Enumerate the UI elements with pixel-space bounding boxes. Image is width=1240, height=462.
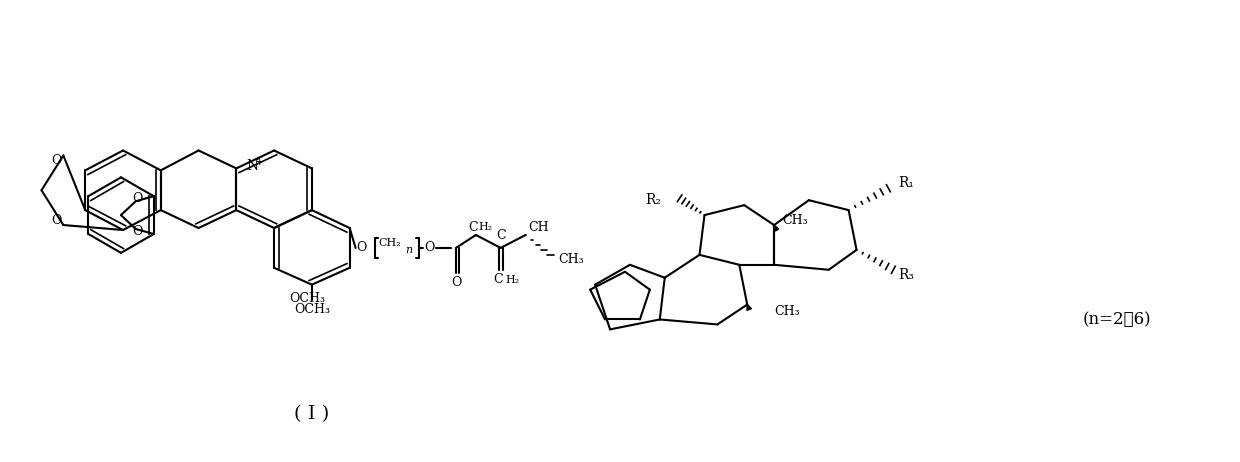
Polygon shape — [774, 225, 779, 231]
Text: n: n — [405, 245, 413, 255]
Text: CH₃: CH₃ — [782, 213, 807, 226]
Text: C: C — [494, 273, 502, 286]
Text: O: O — [133, 225, 143, 238]
Text: N: N — [247, 159, 258, 173]
Polygon shape — [746, 304, 751, 310]
Text: C: C — [467, 220, 477, 233]
Text: CH₂: CH₂ — [378, 238, 401, 248]
Text: C: C — [496, 230, 506, 243]
Text: O: O — [424, 242, 434, 255]
Text: OCH₃: OCH₃ — [294, 303, 330, 316]
Text: O: O — [51, 213, 61, 226]
Text: R₃: R₃ — [898, 268, 914, 282]
Text: O: O — [51, 154, 61, 167]
Text: +: + — [255, 158, 264, 167]
Text: H₂: H₂ — [479, 222, 494, 232]
Text: O: O — [133, 192, 143, 205]
Text: H₂: H₂ — [506, 275, 520, 285]
Text: CH₃: CH₃ — [558, 253, 584, 266]
Text: ( I ): ( I ) — [294, 405, 330, 423]
Text: CH: CH — [528, 220, 549, 233]
Text: O: O — [356, 242, 367, 255]
Text: OCH₃: OCH₃ — [289, 292, 325, 305]
Text: R₂: R₂ — [646, 193, 662, 207]
Text: (n=2～6): (n=2～6) — [1083, 311, 1151, 328]
Text: R₁: R₁ — [898, 176, 914, 190]
Text: O: O — [451, 276, 461, 289]
Text: CH₃: CH₃ — [774, 305, 800, 318]
